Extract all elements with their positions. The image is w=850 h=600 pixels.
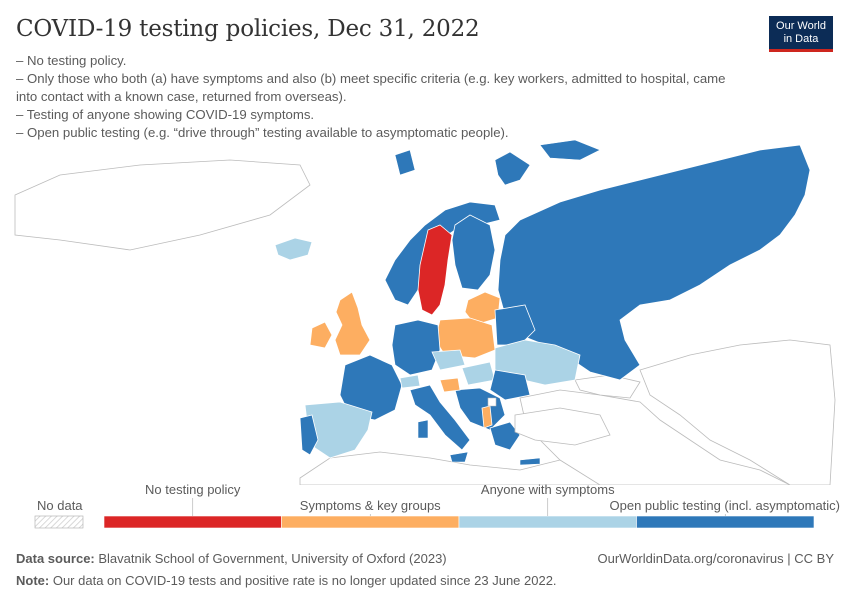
country-romania [489, 369, 531, 401]
legend-label-2: Anyone with symptoms [481, 482, 615, 497]
subtitle-line-anyone-symptoms: – Testing of anyone showing COVID-19 sym… [16, 107, 315, 122]
country-hungary [461, 361, 496, 386]
island-crete [519, 457, 541, 466]
legend-categories: No testing policy Symptoms & key groups An… [103, 482, 840, 529]
owid-logo[interactable]: Our World in Data [769, 16, 833, 52]
chart-subtitle: – No testing policy. – Only those who bo… [16, 52, 736, 142]
country-norway [384, 201, 501, 306]
country-germany [391, 319, 441, 376]
legend-swatch-3[interactable] [636, 515, 815, 529]
country-portugal [299, 414, 319, 456]
island-novaya-zemlya [494, 151, 531, 186]
country-iceland [274, 237, 313, 261]
subtitle-line-key-groups: – Only those who both (a) have symptoms … [16, 71, 726, 104]
country-croatia [439, 377, 461, 393]
country-italy [409, 384, 471, 451]
legend-label-0: No testing policy [145, 482, 241, 497]
country-finland [451, 214, 496, 291]
data-source: Data source: Blavatnik School of Governm… [16, 551, 447, 566]
island-sardinia [417, 419, 429, 439]
country-kosovo-no-data [487, 397, 497, 407]
footer-note: Note: Our data on COVID-19 tests and pos… [16, 573, 557, 588]
region-greenland [14, 159, 311, 251]
legend-swatch-2[interactable] [458, 515, 637, 529]
region-north-africa [299, 451, 601, 485]
legend-no-data-swatch [34, 515, 84, 529]
subtitle-line-open-public: – Open public testing (e.g. “drive throu… [16, 125, 509, 140]
island-franz-josef [539, 140, 601, 161]
country-france [339, 354, 403, 421]
country-czechia [431, 349, 466, 371]
chart-title: COVID-19 testing policies, Dec 31, 2022 [16, 16, 480, 42]
country-uk [334, 291, 371, 356]
country-greece [489, 421, 521, 451]
legend-label-1: Symptoms & key groups [300, 498, 441, 513]
logo-line-1: Our World [776, 20, 826, 32]
legend-label-3: Open public testing (incl. asymptomatic) [610, 498, 840, 513]
island-sicily [449, 451, 469, 463]
legend-no-data-label: No data [37, 498, 83, 513]
country-sweden [417, 224, 453, 316]
island-svalbard [394, 149, 416, 176]
region-central-asia [639, 339, 836, 485]
subtitle-line-no-policy: – No testing policy. [16, 53, 127, 68]
country-albania [481, 405, 493, 429]
country-ireland [309, 321, 333, 349]
country-switzerland [399, 374, 421, 389]
legend-swatch-0[interactable] [103, 515, 282, 529]
footer: Data source: Blavatnik School of Governm… [16, 548, 834, 592]
map-legend: No data No testing policy Symptoms & key … [34, 482, 840, 529]
country-turkey-no-data [514, 407, 611, 446]
source-url-link[interactable]: OurWorldinData.org/coronavirus | CC BY [597, 551, 834, 566]
logo-line-2: in Data [783, 33, 819, 45]
europe-map [14, 140, 836, 485]
country-belarus [494, 304, 536, 346]
legend-swatch-1[interactable] [281, 515, 460, 529]
